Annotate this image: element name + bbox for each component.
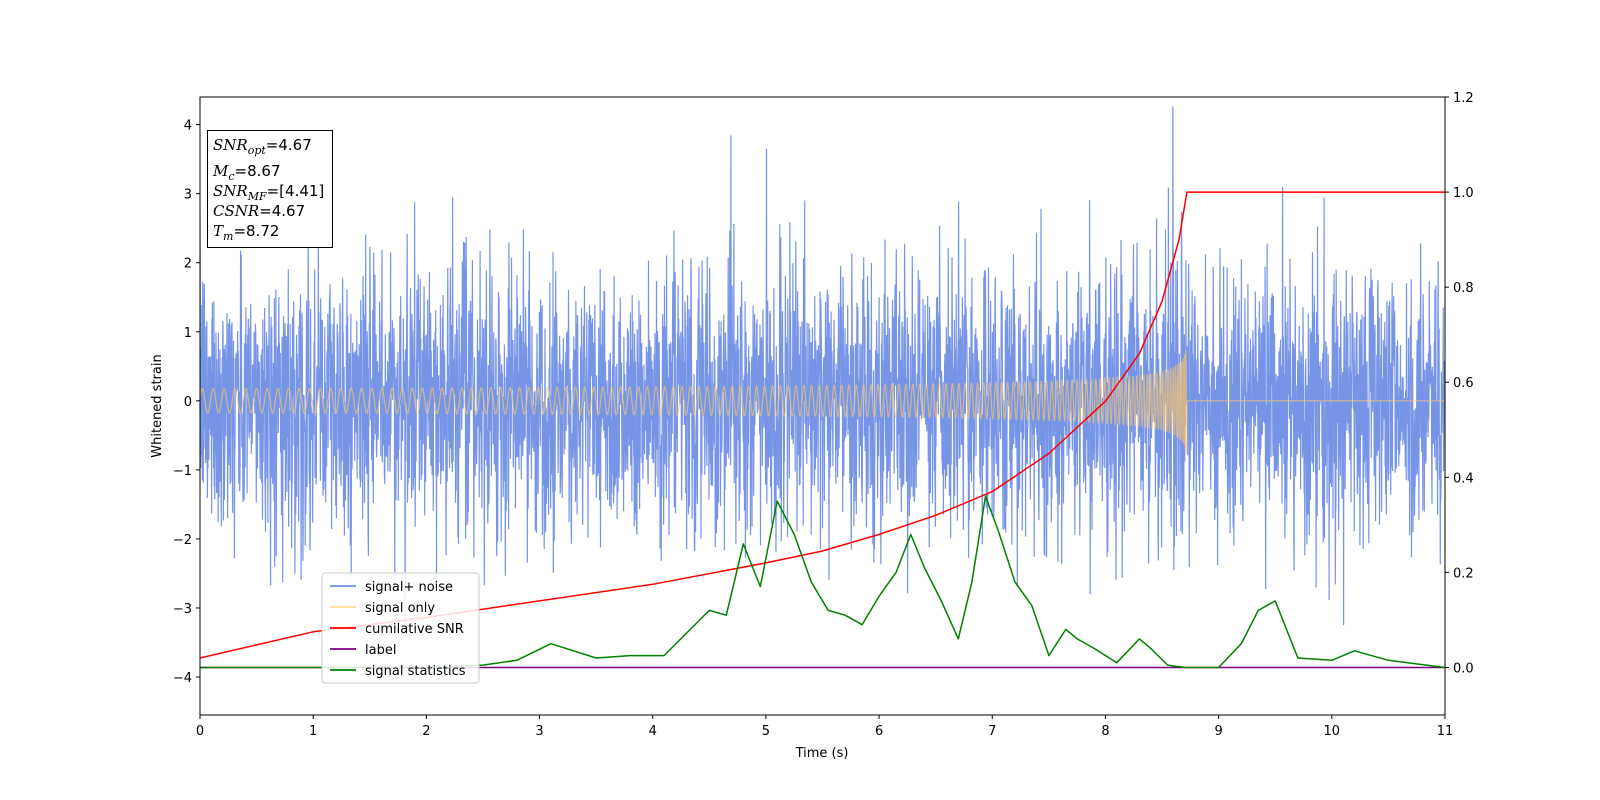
legend-box xyxy=(321,572,480,684)
y2-tick-label: 0.6 xyxy=(1453,376,1474,391)
y2-tick-label: 1.2 xyxy=(1453,91,1474,106)
mc-value: =8.67 xyxy=(234,162,281,180)
y-tick-label: −1 xyxy=(173,464,192,479)
legend: signal+ noise signal only cumilative SNR la… xyxy=(321,572,480,684)
legend-entry: signal only xyxy=(365,601,435,616)
x-tick-label: 9 xyxy=(1214,724,1222,739)
series-signal-only-line xyxy=(200,350,1445,454)
snr-mf-value: =[4.41] xyxy=(266,182,325,200)
snr-opt-value: =4.67 xyxy=(265,136,312,154)
x-tick-label: 3 xyxy=(535,724,543,739)
y2-tick-label: 1.0 xyxy=(1453,186,1474,201)
x-tick-label: 7 xyxy=(988,724,996,739)
y2-tick-label: 0.2 xyxy=(1453,566,1474,581)
series-signal-statistics-line xyxy=(200,495,1445,669)
y-tick-label: 1 xyxy=(184,326,192,341)
x-tick-label: 5 xyxy=(762,724,770,739)
y-tick-label: 0 xyxy=(184,395,192,410)
y2-tick-label: 0.0 xyxy=(1453,661,1474,676)
x-tick-label: 11 xyxy=(1437,724,1454,739)
y2-tick-label: 0.4 xyxy=(1453,471,1474,486)
tm-row: Tm=8.72 xyxy=(213,222,280,243)
y2-tick-label: 0.8 xyxy=(1453,281,1474,296)
legend-entry: signal statistics xyxy=(365,664,466,679)
stats-annotation-box: SNRopt=4.67 Mc=8.67 SNRMF=[4.41] CSNR=4.… xyxy=(207,130,333,248)
legend-entry: cumilative SNR xyxy=(365,622,464,637)
mc-row: Mc=8.67 xyxy=(213,162,281,183)
snr-opt-row: SNRopt=4.67 xyxy=(213,136,312,157)
x-tick-label: 6 xyxy=(875,724,883,739)
x-tick-label: 1 xyxy=(309,724,317,739)
x-axis-label: Time (s) xyxy=(795,746,849,761)
y-axis-label: Whitened strain xyxy=(150,354,165,457)
series-signal-noise-line xyxy=(200,106,1445,635)
csnr-value: =4.67 xyxy=(259,202,306,220)
y-tick-label: 2 xyxy=(184,257,192,272)
snr-mf-row: SNRMF=[4.41] xyxy=(213,182,325,203)
y-tick-label: −2 xyxy=(173,533,192,548)
series-cumulative-snr-line xyxy=(200,191,1445,659)
y-tick-label: 3 xyxy=(184,188,192,203)
tm-value: =8.72 xyxy=(233,222,280,240)
legend-entry: signal+ noise xyxy=(365,580,453,595)
plot-frame xyxy=(199,96,1446,716)
x-tick-label: 4 xyxy=(649,724,657,739)
x-tick-label: 10 xyxy=(1324,724,1341,739)
y-tick-label: −3 xyxy=(173,602,192,617)
x-tick-label: 0 xyxy=(196,724,204,739)
csnr-row: CSNR=4.67 xyxy=(213,202,306,220)
x-tick-label: 2 xyxy=(422,724,430,739)
y-tick-label: −4 xyxy=(173,671,192,686)
y-tick-label: 4 xyxy=(184,119,192,134)
legend-entry: label xyxy=(365,643,396,658)
x-tick-label: 8 xyxy=(1101,724,1109,739)
